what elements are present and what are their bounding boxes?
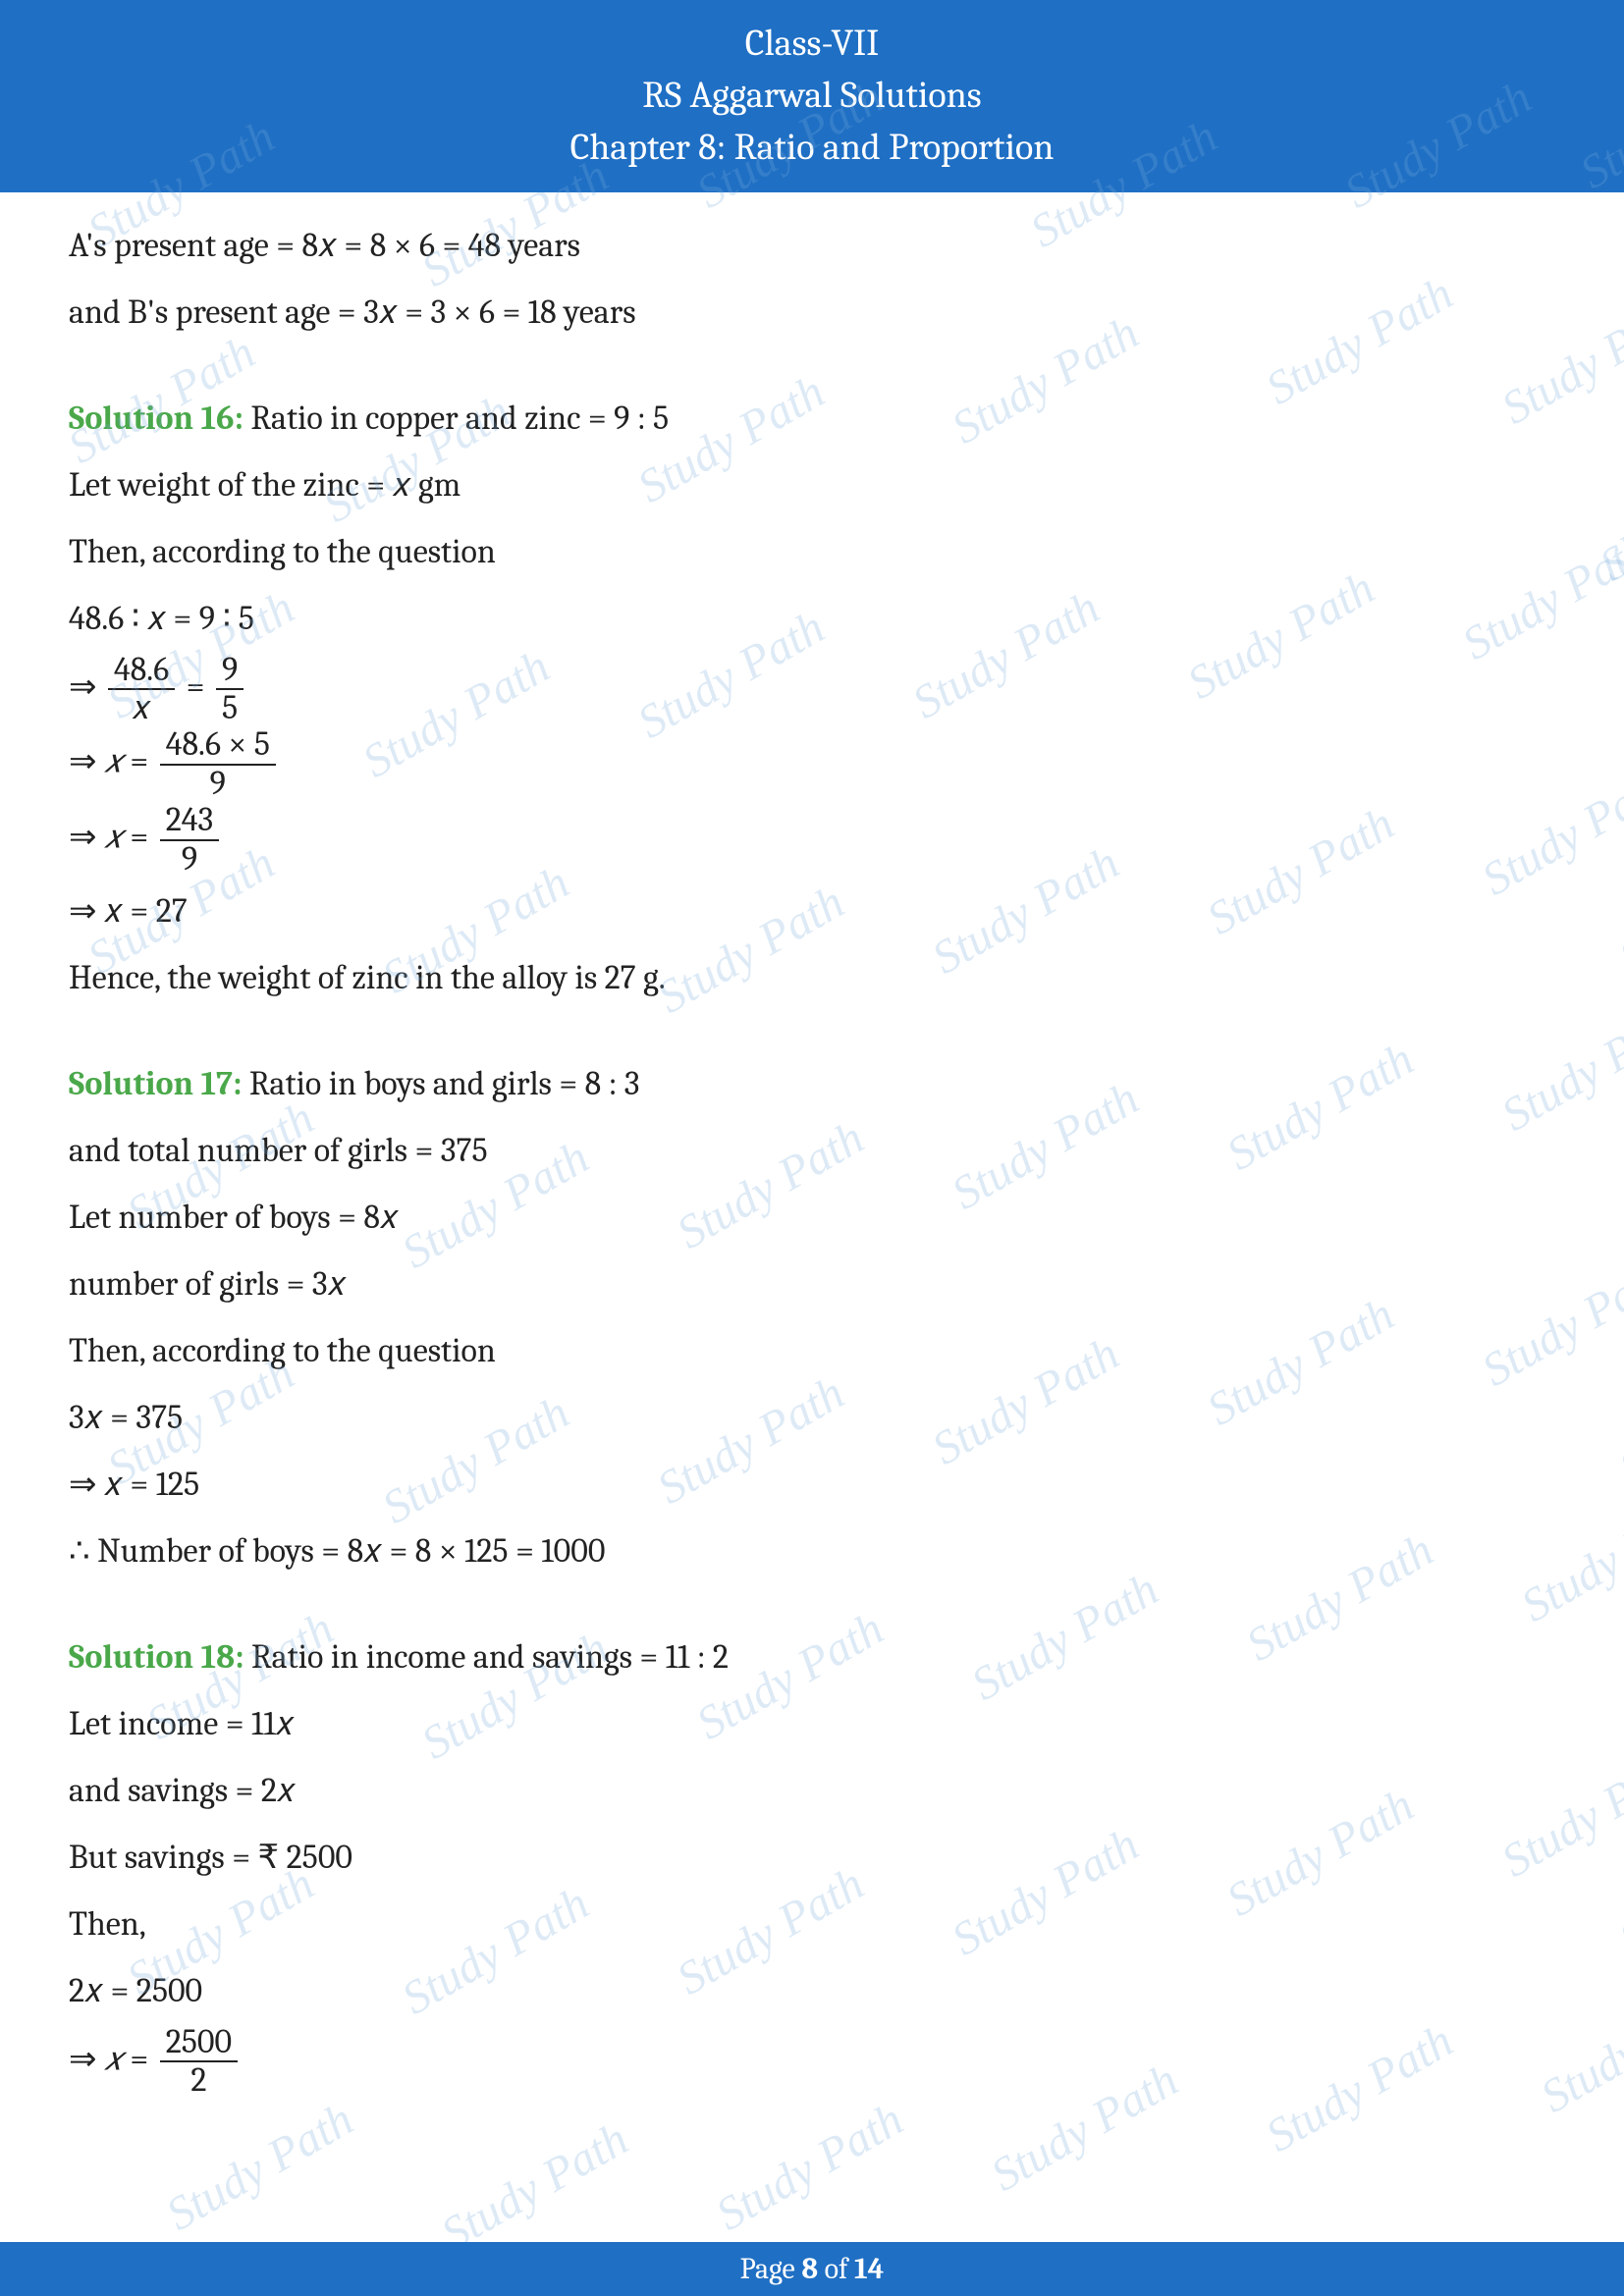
sol15-line2: and B's present age = 3𝑥 = 3 × 6 = 18 ye…	[69, 279, 1555, 346]
sol18-line3: and savings = 2𝑥	[69, 1757, 1555, 1824]
header-title: RS Aggarwal Solutions	[0, 70, 1624, 122]
sol18-heading: Solution 18: Ratio in income and savings…	[69, 1624, 1555, 1690]
sol17-line5: Then, according to the question	[69, 1317, 1555, 1384]
sol17-line3: Let number of boys = 8𝑥	[69, 1184, 1555, 1251]
page-content: A's present age = 8𝑥 = 8 × 6 = 48 years …	[0, 192, 1624, 2100]
sol17-line6: 3𝑥 = 375	[69, 1384, 1555, 1451]
spacer	[69, 1011, 1555, 1050]
solution-label: Solution 18:	[69, 1637, 244, 1677]
fraction: 25002	[160, 2024, 238, 2100]
sol16-eq1: ⇒ 48.6𝑥 = 95	[69, 652, 1555, 727]
header-class: Class-VII	[0, 18, 1624, 70]
header-chapter: Chapter 8: Ratio and Proportion	[0, 122, 1624, 174]
sol16-line8: ⇒ 𝑥 = 27	[69, 878, 1555, 944]
fraction: 48.6𝑥	[108, 652, 175, 727]
footer-page: 8	[801, 2252, 818, 2286]
sol17-heading: Solution 17: Ratio in boys and girls = 8…	[69, 1050, 1555, 1117]
sol17-line8: ∴ Number of boys = 8𝑥 = 8 × 125 = 1000	[69, 1518, 1555, 1584]
sol16-line4: 48.6 ∶ 𝑥 = 9 ∶ 5	[69, 585, 1555, 652]
sol18-line4: But savings = ₹ 2500	[69, 1824, 1555, 1891]
sol15-line1: A's present age = 8𝑥 = 8 × 6 = 48 years	[69, 212, 1555, 279]
sol17-intro: Ratio in boys and girls = 8 : 3	[242, 1064, 639, 1103]
fraction: 48.6 × 59	[160, 726, 276, 802]
spacer	[69, 346, 1555, 385]
watermark-text: Study Path	[432, 2111, 637, 2261]
solution-label: Solution 16:	[69, 399, 244, 438]
watermark-text: Study Path	[707, 2092, 912, 2241]
sol18-line2: Let income = 11𝑥	[69, 1690, 1555, 1757]
sol17-line4: number of girls = 3𝑥	[69, 1251, 1555, 1317]
sol18-intro: Ratio in income and savings = 11 : 2	[244, 1637, 729, 1677]
solution-label: Solution 17:	[69, 1064, 242, 1103]
sol16-line9: Hence, the weight of zinc in the alloy i…	[69, 944, 1555, 1011]
footer-total: 14	[854, 2252, 884, 2286]
watermark-text: Study Path	[157, 2092, 362, 2241]
sol18-eq1: ⇒ 𝑥 = 25002	[69, 2024, 1555, 2100]
sol16-heading: Solution 16: Ratio in copper and zinc = …	[69, 385, 1555, 452]
spacer	[69, 1584, 1555, 1624]
page-header: Class-VII RS Aggarwal Solutions Chapter …	[0, 0, 1624, 192]
sol16-intro: Ratio in copper and zinc = 9 : 5	[244, 399, 669, 438]
page-footer: Page 8 of 14	[0, 2242, 1624, 2296]
sol16-eq2: ⇒ 𝑥 = 48.6 × 59	[69, 726, 1555, 802]
footer-prefix: Page	[740, 2252, 802, 2286]
sol16-line3: Then, according to the question	[69, 518, 1555, 585]
sol18-line5: Then,	[69, 1891, 1555, 1957]
sol17-line2: and total number of girls = 375	[69, 1117, 1555, 1184]
fraction: 95	[216, 652, 244, 727]
sol17-line7: ⇒ 𝑥 = 125	[69, 1451, 1555, 1518]
footer-middle: of	[818, 2252, 854, 2286]
fraction: 2439	[160, 802, 219, 878]
sol18-line6: 2𝑥 = 2500	[69, 1957, 1555, 2024]
sol16-eq3: ⇒ 𝑥 = 2439	[69, 802, 1555, 878]
sol16-line2: Let weight of the zinc = 𝑥 gm	[69, 452, 1555, 518]
